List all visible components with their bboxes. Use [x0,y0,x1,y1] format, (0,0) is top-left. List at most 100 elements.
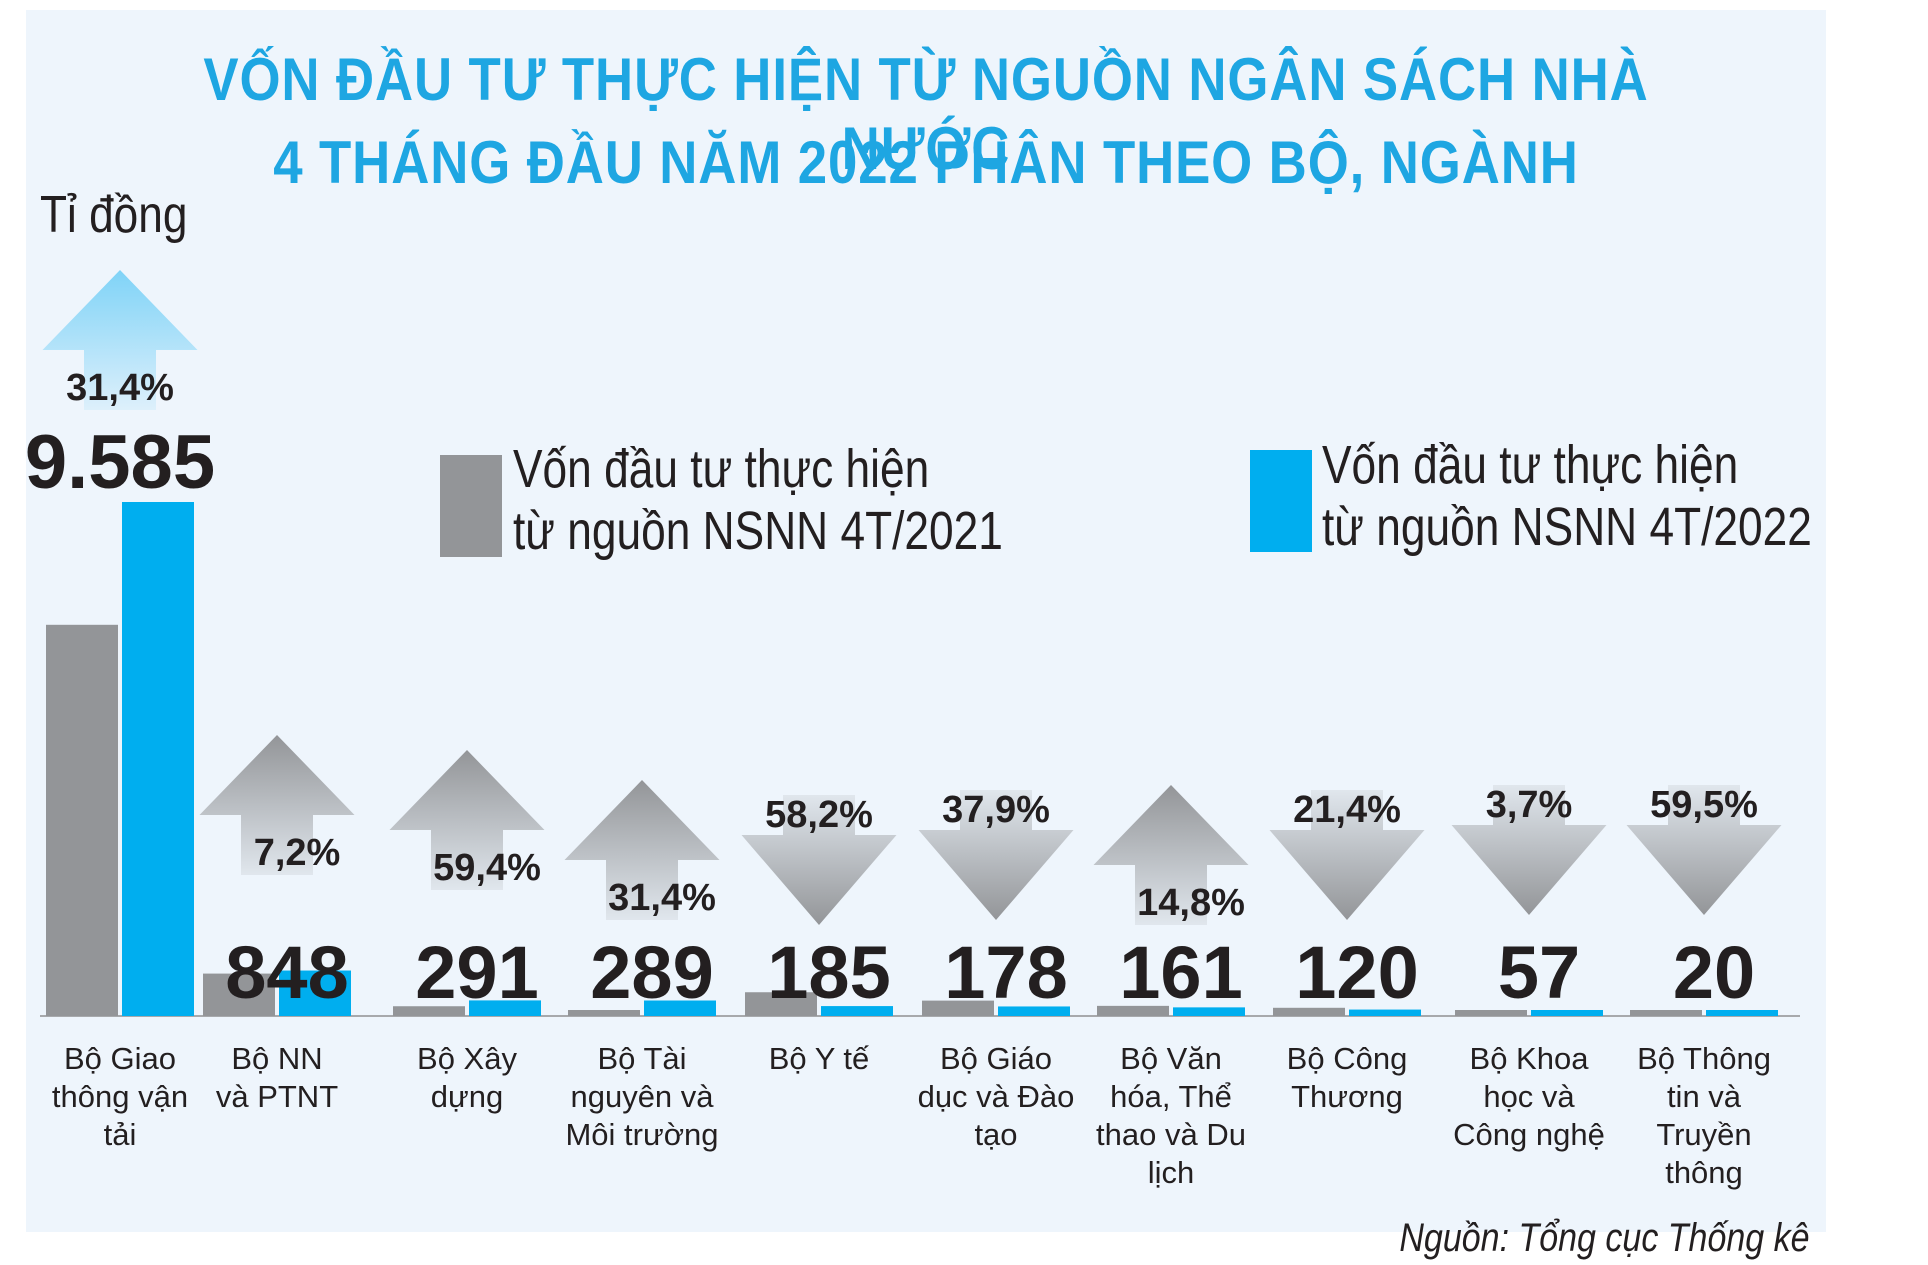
change-arrow-down-icon [1451,785,1607,915]
bar-value-label: 178 [944,931,1067,1014]
change-arrow-down-icon [918,790,1074,920]
change-arrow-down-icon [1269,790,1425,920]
category-label: Bộ Văn hóa, Thể thao và Du lịch [1086,1040,1256,1192]
category-label-line: Bộ Công [1286,1041,1408,1076]
change-percent-label: 31,4% [608,877,716,919]
bar-2022 [998,1006,1070,1016]
legend-label-2022-line1: Vốn đầu tư thực hiện [1322,435,1739,495]
category-label-line: dục và Đào [917,1079,1075,1114]
category-label-line: tin và [1666,1079,1742,1114]
category-label-line: Bộ Văn [1120,1041,1222,1076]
category-label-line: thông vận [51,1079,189,1114]
bar-2022 [644,1000,716,1016]
bar-2021 [1630,1010,1702,1016]
category-label-line: Bộ Xây [417,1041,517,1076]
category-label-line: nguyên và [570,1079,714,1114]
legend-label-2021-line1: Vốn đầu tư thực hiện [513,439,930,499]
change-percent-label: 31,4% [66,367,174,409]
change-percent-label: 37,9% [942,789,1050,831]
category-label: Bộ Thông tin và Truyền thông [1619,1040,1789,1192]
category-label-line: tải [103,1117,137,1152]
chart-title: VỐN ĐẦU TƯ THỰC HIỆN TỪ NGUỒN NGÂN SÁCH … [203,46,1649,182]
category-label-line: Bộ Y tế [768,1041,870,1076]
bar-2021 [568,1010,640,1016]
change-arrow-up-icon [389,750,545,890]
bar-2021 [922,1000,994,1016]
chart-panel [26,10,1826,1232]
bar-2022 [1531,1010,1603,1016]
category-label-line: Bộ Giao [63,1041,176,1076]
change-percent-label: 7,2% [254,832,341,874]
category-label-line: dựng [430,1079,504,1114]
legend-label-2021: Vốn đầu tư thực hiện từ nguồn NSNN 4T/20… [513,438,1003,562]
category-label: Bộ Khoa học và Công nghệ [1444,1040,1614,1154]
bar-2021 [203,973,275,1016]
change-arrow-up-icon [1093,785,1249,925]
bar-value-label: 848 [225,931,348,1014]
bar-2022 [1349,1009,1421,1016]
category-label-line: lịch [1147,1155,1195,1190]
legend-swatch-2021 [440,455,502,557]
category-label-line: Bộ Tài [597,1041,687,1076]
category-label-line: và PTNT [215,1079,339,1114]
bar-2022 [469,1000,541,1016]
category-label-line: Bộ NN [231,1041,323,1076]
change-percent-label: 21,4% [1293,789,1401,831]
bar-2021 [46,624,118,1016]
change-arrow-up-icon [199,735,355,875]
change-arrow-down-icon [741,795,897,925]
category-label-line: tạo [974,1117,1018,1152]
bar-value-label: 289 [590,931,713,1014]
bar-2022 [1173,1007,1245,1016]
change-arrow-up-icon [42,270,198,410]
bar-2022 [122,502,194,1016]
bar-2021 [1455,1010,1527,1016]
category-label-line: Công nghệ [1453,1117,1605,1152]
change-arrow-up-icon [564,780,720,920]
category-label-line: hóa, Thể [1110,1079,1232,1114]
category-label-line: Bộ Thông [1637,1041,1771,1076]
category-label: Bộ Giao thông vận tải [35,1040,205,1154]
category-label-line: Truyền [1656,1117,1752,1152]
source-note: Nguồn: Tổng cục Thống kê [1399,1216,1810,1260]
bar-value-label: 57 [1498,931,1580,1014]
change-percent-label: 3,7% [1486,784,1573,826]
legend-swatch-2022 [1250,450,1312,552]
change-percent-label: 59,5% [1650,784,1758,826]
category-label-line: Môi trường [565,1117,719,1152]
bar-value-label: 20 [1673,931,1755,1014]
change-arrow-down-icon [1626,785,1782,915]
legend-label-2021-line2: từ nguồn NSNN 4T/2021 [513,501,1003,561]
category-label: Bộ Y tế [734,1040,904,1078]
category-label: Bộ Xây dựng [382,1040,552,1116]
category-label-line: học và [1483,1079,1575,1114]
bar-2021 [393,1006,465,1016]
bar-2022 [821,1006,893,1016]
category-label: Bộ Công Thương [1262,1040,1432,1116]
bar-2021 [1097,1005,1169,1016]
chart-subtitle: 4 THÁNG ĐẦU NĂM 2022 PHÂN THEO BỘ, NGÀNH [273,129,1579,196]
category-label-line: Bộ Giáo [939,1041,1052,1076]
category-label-line: Thương [1291,1079,1403,1114]
change-percent-label: 14,8% [1137,882,1245,924]
bar-2022 [279,970,351,1016]
bar-value-label: 161 [1119,931,1242,1014]
bar-value-label: 291 [415,931,538,1014]
category-label-line: thông [1665,1155,1743,1190]
change-percent-label: 58,2% [765,794,873,836]
bar-2022 [1706,1010,1778,1016]
category-label: Bộ Tài nguyên và Môi trường [557,1040,727,1154]
bar-2021 [1273,1007,1345,1016]
legend-label-2022-line2: từ nguồn NSNN 4T/2022 [1322,497,1812,557]
category-label: Bộ Giáo dục và Đào tạo [911,1040,1081,1154]
category-label: Bộ NN và PTNT [192,1040,362,1116]
bar-2021 [745,992,817,1016]
bar-value-label: 9.585 [25,420,215,505]
category-label-line: Bộ Khoa [1469,1041,1589,1076]
category-label-line: thao và Du [1096,1117,1246,1152]
bar-value-label: 185 [767,931,890,1014]
legend-label-2022: Vốn đầu tư thực hiện từ nguồn NSNN 4T/20… [1322,434,1812,558]
change-percent-label: 59,4% [433,847,541,889]
y-axis-unit-label: Tỉ đồng [40,186,188,244]
